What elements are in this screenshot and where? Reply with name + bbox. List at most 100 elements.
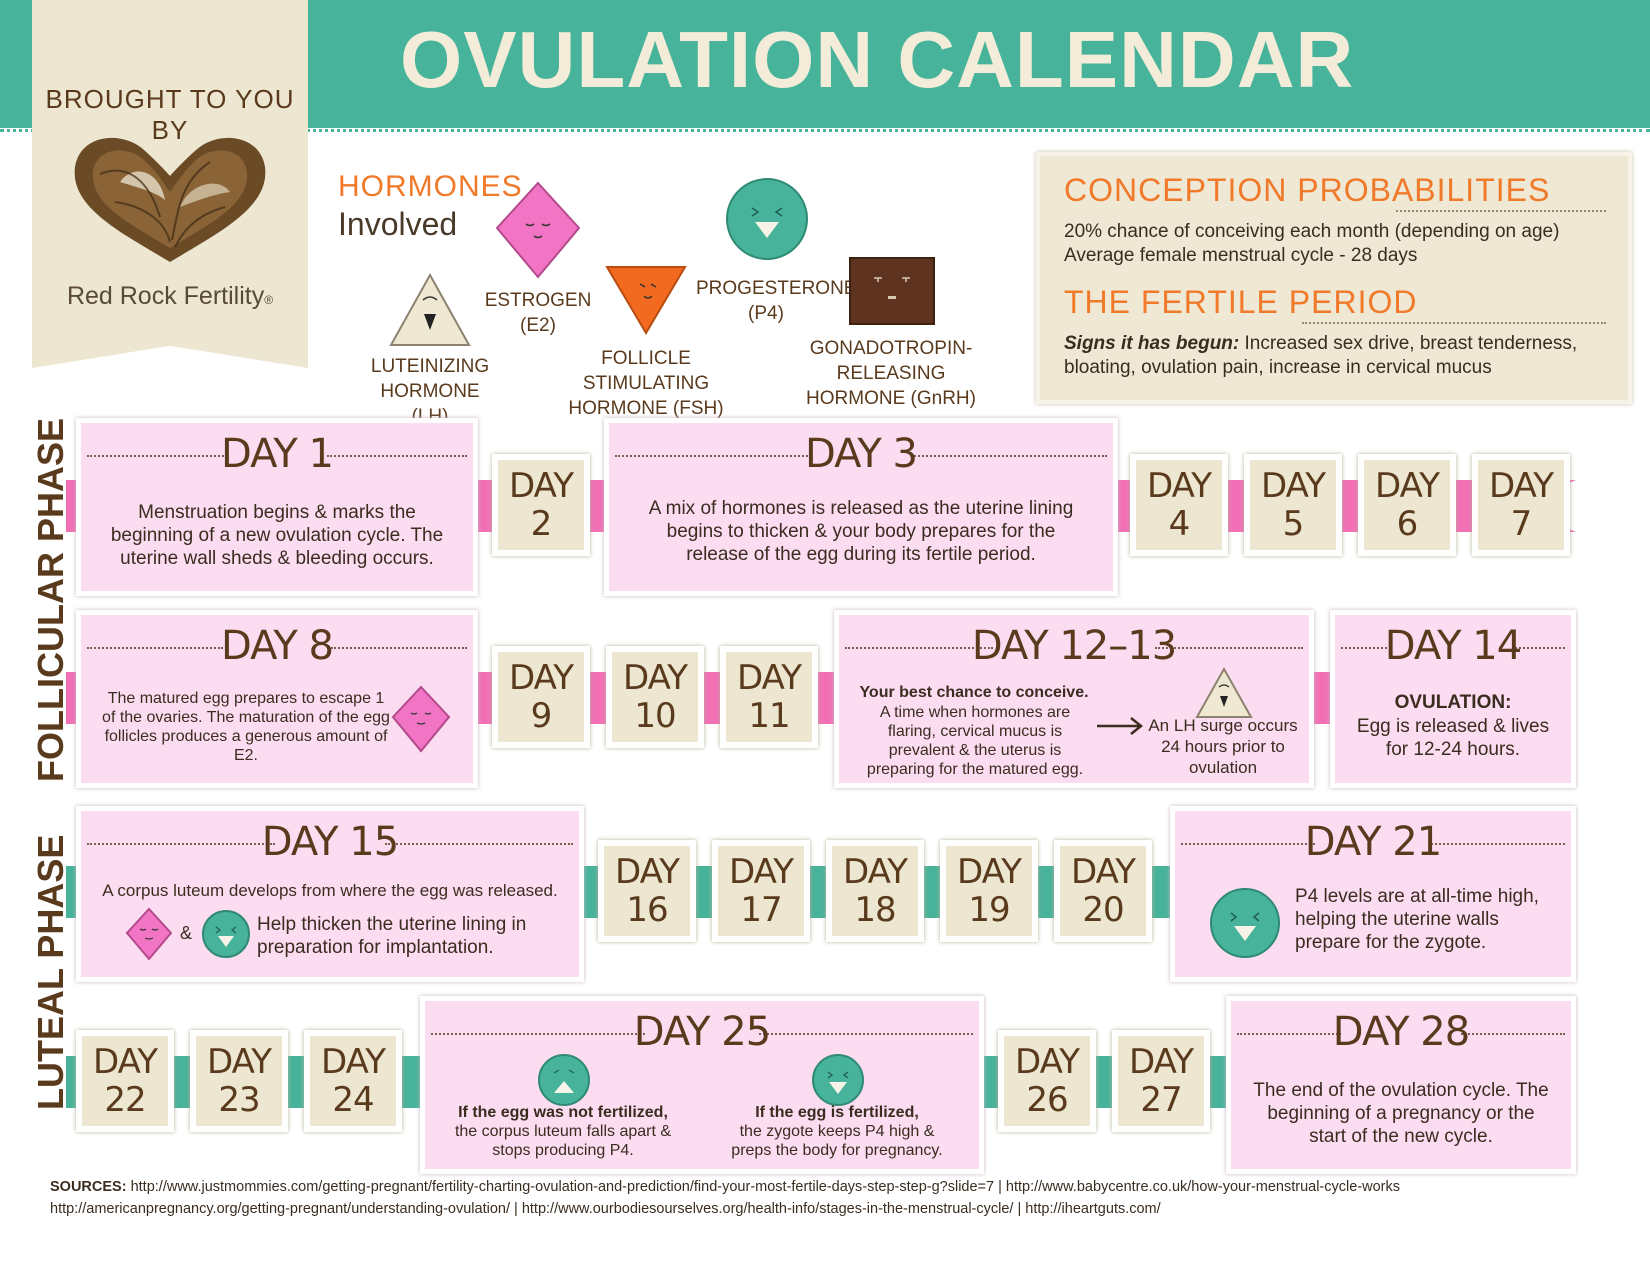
day25-title: DAY 25	[633, 1009, 771, 1055]
day27-label: DAY 27	[1129, 1042, 1194, 1120]
day1-dots-left	[87, 455, 227, 457]
day18-label: DAY 18	[843, 852, 908, 930]
day5-label: DAY 5	[1261, 466, 1326, 544]
day26-box: DAY 26	[998, 1030, 1096, 1132]
day17-label: DAY 17	[729, 852, 794, 930]
day4-box: DAY 4	[1130, 454, 1228, 556]
fsh-label: FOLLICLE STIMULATING HORMONE (FSH)	[556, 346, 736, 421]
sources-label: SOURCES:	[50, 1179, 127, 1195]
day8-estrogen-icon	[391, 685, 451, 753]
registered-mark: ®	[264, 293, 274, 307]
gnrh-label: GONADOTROPIN-RELEASING HORMONE (GnRH)	[780, 336, 1002, 411]
header-dotted-divider	[0, 129, 1650, 132]
sources-line2[interactable]: http://americanpregnancy.org/getting-pre…	[50, 1201, 1161, 1217]
day8-text: The matured egg prepares to escape 1 of …	[102, 690, 390, 764]
day14-card: DAY 14 OVULATION: Egg is released & live…	[1330, 610, 1576, 788]
day22-box: DAY 22	[76, 1030, 174, 1132]
day12-text: A time when hormones are flaring, cervic…	[866, 704, 1084, 778]
day19-label: DAY 19	[957, 852, 1022, 930]
day24-label: DAY 24	[321, 1042, 386, 1120]
hormones-title: HORMONES	[338, 170, 523, 203]
brought-by-label: BROUGHT TO YOU BY	[45, 84, 295, 145]
day15-text2: Help thicken the uterine lining in prepa…	[257, 914, 527, 958]
day18-box: DAY 18	[826, 840, 924, 942]
day23-box: DAY 23	[190, 1030, 288, 1132]
day12-title: DAY 12–13	[971, 623, 1177, 669]
day12-bold: Your best chance to conceive.	[859, 684, 1089, 701]
day25-dots-right	[759, 1033, 973, 1035]
day15-text: A corpus luteum develops from where the …	[102, 881, 558, 900]
day12-lh-text: An LH surge occurs 24 hours prior to ovu…	[1148, 716, 1298, 777]
day10-label: DAY 10	[623, 658, 688, 736]
day23-label: DAY 23	[207, 1042, 272, 1120]
gnrh-abbr: HORMONE (GnRH)	[806, 388, 976, 409]
signs-text: Increased sex drive, breast tenderness, …	[1064, 333, 1578, 378]
day2-label: DAY 2	[509, 466, 574, 544]
day14-bold: OVULATION:	[1394, 692, 1512, 713]
day6-label: DAY 6	[1375, 466, 1440, 544]
day25-p4-high-icon	[812, 1054, 864, 1106]
signs-label: Signs it has begun:	[1064, 333, 1240, 354]
day4-label: DAY 4	[1147, 466, 1212, 544]
day22-label: DAY 22	[93, 1042, 158, 1120]
day1-card: DAY 1 Menstruation begins & marks the be…	[76, 418, 478, 596]
luteal-phase-label: LUTEAL PHASE	[30, 834, 71, 1110]
day12-dots-left	[845, 647, 993, 649]
fertile-signs: Signs it has begun: Increased sex drive,…	[1064, 332, 1612, 380]
day21-title: DAY 21	[1304, 819, 1442, 865]
day14-text: Egg is released & lives for 12-24 hours.	[1356, 716, 1550, 760]
day5-box: DAY 5	[1244, 454, 1342, 556]
progesterone-label: PROGESTERONE (P4)	[696, 276, 857, 326]
day15-estrogen-icon	[125, 907, 173, 961]
day17-box: DAY 17	[712, 840, 810, 942]
day3-dots-left	[615, 455, 811, 457]
fsh-name: FOLLICLE STIMULATING	[582, 348, 710, 394]
sources-line1-text[interactable]: http://www.justmommies.com/getting-pregn…	[126, 1179, 1400, 1195]
lh-triangle-icon	[389, 272, 471, 346]
day15-title: DAY 15	[261, 819, 399, 865]
day24-box: DAY 24	[304, 1030, 402, 1132]
day3-card: DAY 3 A mix of hormones is released as t…	[604, 418, 1118, 596]
day9-label: DAY 9	[509, 658, 574, 736]
day8-title: DAY 8	[221, 623, 334, 669]
page-title: OVULATION CALENDAR	[400, 15, 1355, 104]
day12-lh-icon	[1195, 667, 1253, 718]
day1-title: DAY 1	[221, 431, 334, 477]
progesterone-name: PROGESTERONE	[696, 278, 857, 299]
day25-right-bold: If the egg is fertilized,	[755, 1104, 919, 1121]
day15-amp: &	[180, 923, 193, 943]
day14-dots-left	[1341, 647, 1391, 649]
conception-box: CONCEPTION PROBABILITIES 20% chance of c…	[1036, 152, 1632, 404]
day15-dots-left	[87, 843, 275, 845]
day1-dots-right	[327, 455, 467, 457]
sources: SOURCES: http://www.justmommies.com/gett…	[50, 1176, 1630, 1220]
sources-line1: SOURCES: http://www.justmommies.com/gett…	[50, 1176, 1630, 1198]
day20-box: DAY 20	[1054, 840, 1152, 942]
day7-label: DAY 7	[1489, 466, 1554, 544]
day28-text: The end of the ovulation cycle. The begi…	[1253, 1080, 1549, 1147]
day15-card: DAY 15 A corpus luteum develops from whe…	[76, 806, 584, 982]
conception-line1: 20% chance of conceiving each month (dep…	[1064, 221, 1560, 242]
day8-dots-right	[331, 647, 467, 649]
day26-label: DAY 26	[1015, 1042, 1080, 1120]
day16-box: DAY 16	[598, 840, 696, 942]
estrogen-abbr: (E2)	[520, 315, 556, 336]
day11-label: DAY 11	[737, 658, 802, 736]
day21-card: DAY 21 P4 levels are at all-time high, h…	[1170, 806, 1576, 982]
day3-title: DAY 3	[805, 431, 918, 477]
day28-card: DAY 28 The end of the ovulation cycle. T…	[1226, 996, 1576, 1174]
day8-card: DAY 8 The matured egg prepares to escape…	[76, 610, 478, 788]
day25-p4-falling-icon	[538, 1054, 590, 1106]
brand-name-text: Red Rock Fertility	[66, 282, 265, 310]
heart-logo-icon	[74, 137, 266, 262]
day25-right-text: the zygote keeps P4 high & preps the bod…	[731, 1123, 943, 1159]
fertile-dots	[1302, 322, 1606, 324]
day21-dots-right	[1431, 843, 1565, 845]
day25-left-text: the corpus luteum falls apart & stops pr…	[454, 1123, 672, 1159]
day1-text: Menstruation begins & marks the beginnin…	[110, 502, 444, 569]
day25-left-bold: If the egg was not fertilized,	[458, 1104, 668, 1121]
day12-card: DAY 12–13 Your best chance to conceive. …	[834, 610, 1314, 788]
fertile-heading: THE FERTILE PERIOD	[1064, 284, 1418, 320]
day28-dots-left	[1237, 1033, 1341, 1035]
gnrh-square-icon	[849, 257, 935, 325]
